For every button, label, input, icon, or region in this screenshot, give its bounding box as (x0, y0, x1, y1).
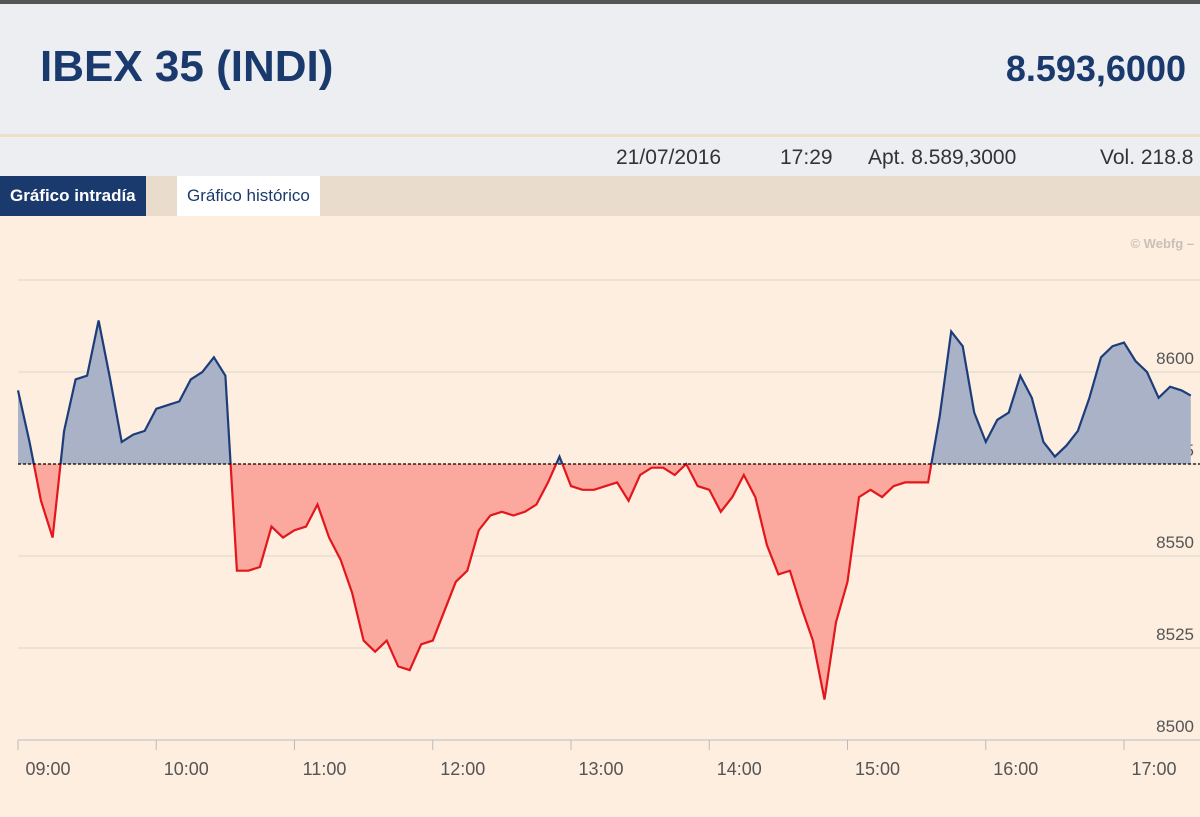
date: 21/07/2016 (616, 146, 722, 169)
x-tick-label: 13:00 (578, 759, 623, 779)
area-above (18, 320, 1191, 464)
x-tick-label: 12:00 (440, 759, 485, 779)
x-tick-label: 11:00 (303, 759, 347, 779)
header: IBEX 35 (INDI) 8.593,6000 (0, 4, 1200, 137)
title: IBEX 35 (INDI) (40, 42, 334, 91)
line-above (16, 320, 1192, 464)
price: 8.593,6000 (1005, 48, 1186, 89)
y-tick-label: 8525 (1156, 625, 1194, 644)
x-tick-label: 17:00 (1131, 759, 1176, 779)
x-tick-label: 15:00 (855, 759, 900, 779)
x-tick-label: 16:00 (993, 759, 1038, 779)
line-below (32, 464, 933, 700)
top-bar (0, 0, 1200, 4)
open: Apt. 8.589,3000 (868, 146, 1017, 169)
time: 17:29 (780, 146, 833, 169)
tab[interactable]: Gráfico intradía (0, 176, 146, 216)
x-tick-label: 14:00 (717, 759, 762, 779)
x-tick-label: 10:00 (164, 759, 209, 779)
tab[interactable]: Gráfico histórico (177, 176, 320, 216)
x-tick-label: 09:00 (25, 759, 70, 779)
y-tick-label: 8600 (1156, 349, 1194, 368)
chart: © Webfg – 8500852585508575860009:0010:00… (16, 236, 1200, 779)
y-tick-label: 8550 (1156, 533, 1194, 552)
info-row: 21/07/2016 17:29 Apt. 8.589,3000 Vol. 21… (0, 138, 1200, 176)
volume: Vol. 218.8 (1100, 146, 1194, 169)
watermark: © Webfg – (1130, 236, 1194, 251)
y-tick-label: 8500 (1156, 717, 1194, 736)
tabs: Gráfico intradía Gráfico histórico (0, 176, 1200, 216)
